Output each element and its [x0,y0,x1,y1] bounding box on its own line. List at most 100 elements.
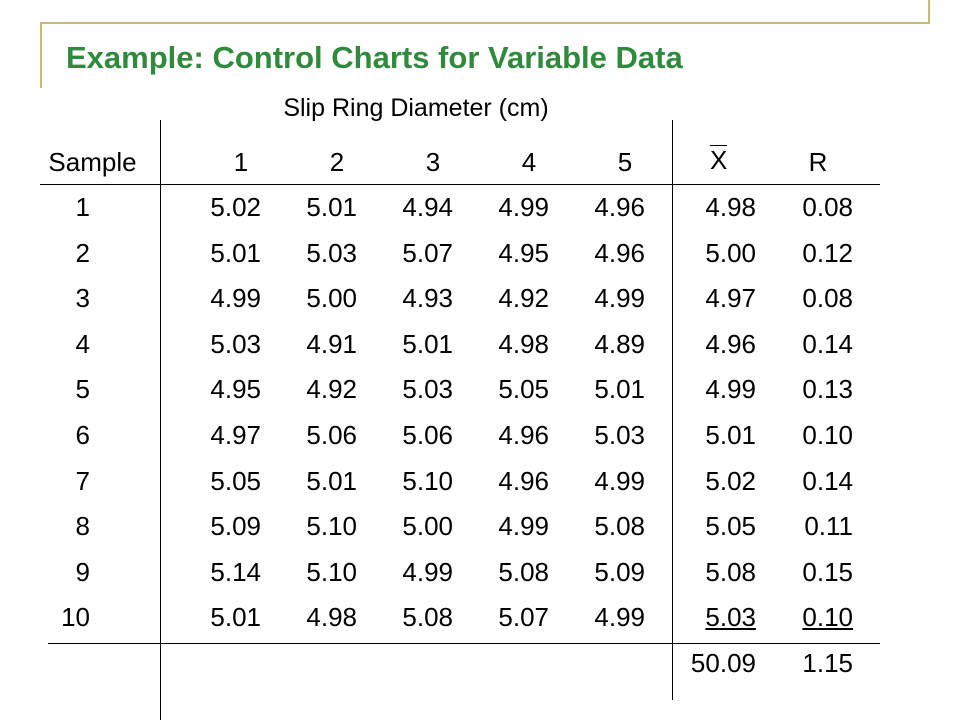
sample-number: 1 [75,192,90,222]
sample-number: 5 [75,374,90,405]
sample-number: 3 [75,283,90,314]
table-cell: 5.05 [705,511,756,542]
table-cell: 5.01 [210,602,261,633]
table-cell: 4.92 [306,374,357,405]
table-cell: 5.07 [402,237,453,268]
table-cell: 4.99 [498,511,549,542]
table-cell: 4.96 [594,237,645,268]
slide-title: Example: Control Charts for Variable Dat… [66,40,683,75]
table-cell: 0.14 [802,328,853,359]
table-cell: 5.01 [306,192,357,222]
table-cell: 4.95 [210,374,261,405]
total-cell: 1.15 [802,648,853,678]
table-cell: 4.98 [498,328,549,359]
sample-number: 4 [75,328,90,359]
table-cell: 5.08 [498,556,549,587]
table-cell: 0.14 [802,465,853,496]
header-cell: 3 [425,147,441,177]
table-cell: 5.01 [594,374,645,405]
table-cell: 4.98 [306,602,357,633]
table-cell: 4.96 [498,465,549,496]
table-rule [48,643,880,644]
table-rule [40,184,880,185]
table-cell: 4.99 [402,556,453,587]
table-cell: 0.10 [802,420,853,450]
table-cell: 4.99 [498,192,549,222]
table-cell: 5.14 [210,556,261,587]
table-cell: 5.00 [306,283,357,314]
total-cell: 50.09 [690,648,756,678]
table-cell: 5.02 [705,465,756,496]
table-cell: 5.08 [402,602,453,633]
table-cell: 5.02 [210,192,261,222]
table-cell: 4.96 [705,328,756,359]
table-cell: 4.99 [210,283,261,314]
header-cell: 5 [617,147,633,177]
table-cell: 4.93 [402,283,453,314]
table-cell: 5.01 [210,237,261,268]
table-cell: 5.03 [210,328,261,359]
table-cell: 5.00 [402,511,453,542]
table-cell: 4.96 [594,192,645,222]
table-cell: 5.03 [705,602,756,633]
table-cell: 4.99 [594,283,645,314]
table-cell: 5.03 [402,374,453,405]
table-cell: 5.03 [306,237,357,268]
table-cell: 5.01 [306,465,357,496]
table-cell: 5.05 [210,465,261,496]
table-cell: 4.92 [498,283,549,314]
decor-line [40,22,42,88]
table-cell: 5.10 [306,511,357,542]
table-cell: 4.96 [498,420,549,450]
sample-number: 6 [75,420,90,450]
table-cell: 5.01 [402,328,453,359]
table-cell: 5.01 [705,420,756,450]
table-cell: 5.08 [594,511,645,542]
table-cell: 5.03 [594,420,645,450]
table-cell: 4.97 [705,283,756,314]
table-cell: 4.99 [594,465,645,496]
table-cell: 5.07 [498,602,549,633]
table-cell: 0.12 [802,237,853,268]
table-cell: 5.06 [306,420,357,450]
table-cell: 0.08 [802,283,853,314]
header-cell: Sample [48,147,137,177]
table-rule [160,120,161,720]
table-cell: 5.08 [705,556,756,587]
table-cell: 5.06 [402,420,453,450]
table-cell: 4.97 [210,420,261,450]
table-caption: Slip Ring Diameter (cm) [283,94,549,122]
header-cell: X [710,145,728,175]
sample-number: 10 [61,602,90,633]
table-cell: 5.10 [306,556,357,587]
sample-number: 7 [75,465,90,496]
sample-number: 2 [75,237,90,268]
table-cell: 5.10 [402,465,453,496]
header-cell: 2 [329,147,345,177]
table-cell: 4.99 [594,602,645,633]
table-cell: 4.89 [594,328,645,359]
table-cell: 4.98 [705,192,756,222]
table-cell: 0.13 [802,374,853,405]
table-cell: 4.94 [402,192,453,222]
header-cell: 4 [521,147,537,177]
table-cell: 0.08 [802,192,853,222]
table-cell: 5.05 [498,374,549,405]
decor-line [40,22,930,24]
table-cell: 0.10 [802,602,853,633]
table-cell: 4.95 [498,237,549,268]
table-cell: 0.15 [802,556,853,587]
sample-number: 9 [75,556,90,587]
table-cell: 4.91 [306,328,357,359]
header-cell: 1 [233,147,249,177]
table-cell: 5.09 [210,511,261,542]
table-rule [672,120,673,700]
decor-line [928,0,930,24]
table-cell: 5.09 [594,556,645,587]
header-cell: R [808,147,828,177]
table-cell: 5.00 [705,237,756,268]
table-cell: 4.99 [705,374,756,405]
table-cell: 0.11 [804,511,853,542]
sample-number: 8 [75,511,90,542]
